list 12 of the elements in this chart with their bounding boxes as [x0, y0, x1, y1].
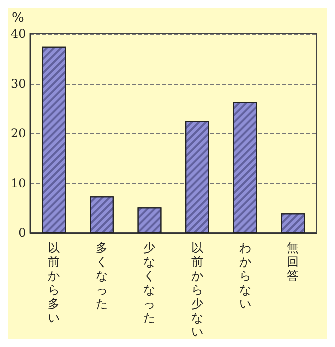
y-tick-label: 30	[10, 76, 26, 91]
y-tick-label: 40	[10, 27, 26, 41]
x-tick-label: 以前から少ない	[192, 241, 204, 339]
x-tick-label: 無回答	[287, 241, 300, 283]
y-axis-title: %	[12, 11, 24, 26]
x-tick-label: わからない	[239, 241, 252, 311]
x-tick-label: 少なくなった	[144, 241, 156, 325]
y-tick-label: 10	[10, 176, 26, 190]
y-tick-label: 0	[18, 226, 26, 240]
x-tick-label: 以前から多い	[48, 241, 60, 325]
x-tick-label: 多くなった	[96, 241, 108, 311]
y-tick-label: 20	[10, 126, 26, 140]
